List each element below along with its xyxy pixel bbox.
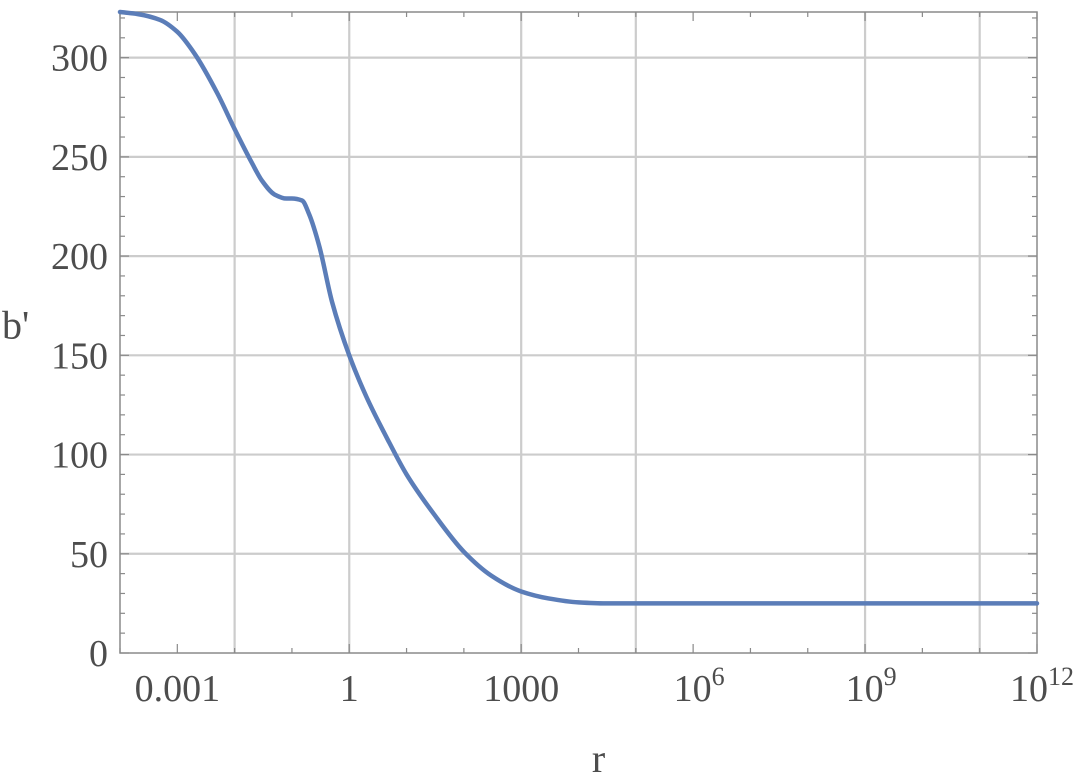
x-tick-label: 1012 <box>1010 662 1074 710</box>
y-tick-label: 50 <box>70 534 108 576</box>
y-tick-label: 150 <box>51 335 108 377</box>
x-tick-label: 106 <box>674 662 725 710</box>
series-line <box>117 9 1040 606</box>
y-tick-label: 0 <box>89 633 108 675</box>
y-tick-label: 100 <box>51 435 108 477</box>
grid-lines <box>120 12 1037 653</box>
y-tick-labels: 0 50 100 150 200 250 300 <box>51 38 108 675</box>
x-tick-label: 109 <box>846 662 897 710</box>
y-axis-title: b' <box>2 303 29 348</box>
y-tick-label: 300 <box>51 38 108 80</box>
x-tick-labels: 0.001 1 1000 106 109 1012 <box>135 662 1074 710</box>
series-layer <box>117 9 1040 606</box>
plot-frame <box>119 11 1038 654</box>
x-tick-label: 1000 <box>483 668 559 710</box>
x-tick-label: 1 <box>340 668 359 710</box>
x-axis-title: r <box>592 736 605 781</box>
minor-ticks <box>119 12 1038 654</box>
y-tick-label: 200 <box>51 236 108 278</box>
y-tick-label: 250 <box>51 137 108 179</box>
x-tick-label: 0.001 <box>135 668 221 710</box>
